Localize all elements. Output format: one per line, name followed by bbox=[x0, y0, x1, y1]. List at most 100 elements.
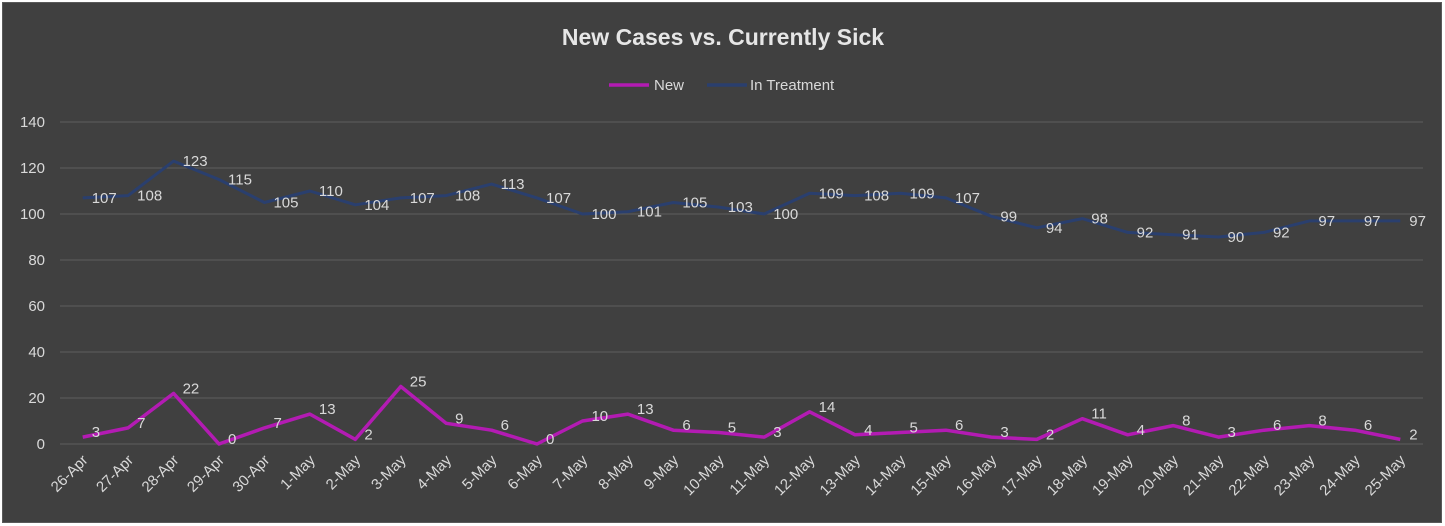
data-label: 3 bbox=[1228, 424, 1236, 441]
data-label: 4 bbox=[864, 422, 872, 439]
x-tick-label: 20-May bbox=[1135, 451, 1183, 499]
data-label: 108 bbox=[137, 188, 162, 205]
x-tick-label: 9-May bbox=[641, 451, 683, 493]
data-label: 9 bbox=[455, 410, 463, 427]
x-tick-label: 2-May bbox=[323, 451, 365, 493]
data-label: 0 bbox=[546, 431, 554, 448]
data-label: 92 bbox=[1137, 224, 1154, 241]
data-label: 5 bbox=[728, 420, 736, 437]
x-tick-label: 23-May bbox=[1271, 451, 1319, 499]
data-label: 14 bbox=[819, 399, 836, 416]
x-tick-label: 25-May bbox=[1362, 451, 1410, 499]
data-label: 109 bbox=[910, 185, 935, 202]
x-tick-label: 5-May bbox=[459, 451, 501, 493]
x-tick-label: 18-May bbox=[1044, 451, 1092, 499]
data-label: 90 bbox=[1228, 229, 1245, 246]
x-tick-label: 19-May bbox=[1089, 451, 1137, 499]
y-tick-label: 120 bbox=[20, 160, 45, 177]
data-label: 100 bbox=[773, 206, 798, 223]
x-tick-label: 6-May bbox=[504, 451, 546, 493]
data-label: 6 bbox=[501, 417, 509, 434]
data-label: 97 bbox=[1318, 213, 1335, 230]
data-label: 108 bbox=[864, 188, 889, 205]
legend-entry: New bbox=[654, 77, 684, 94]
gridlines bbox=[60, 121, 1423, 445]
data-label: 94 bbox=[1046, 220, 1063, 237]
x-tick-label: 12-May bbox=[771, 451, 819, 499]
data-label: 104 bbox=[364, 197, 389, 214]
x-tick-label: 4-May bbox=[414, 451, 456, 493]
data-label: 2 bbox=[364, 426, 372, 443]
data-label: 2 bbox=[1046, 426, 1054, 443]
x-tick-label: 26-Apr bbox=[48, 452, 92, 496]
data-label: 25 bbox=[410, 374, 427, 391]
series-lines bbox=[82, 159, 1401, 446]
x-tick-label: 29-Apr bbox=[184, 452, 228, 496]
data-label: 99 bbox=[1000, 208, 1017, 225]
y-tick-label: 100 bbox=[20, 206, 45, 223]
x-tick-label: 3-May bbox=[368, 451, 410, 493]
data-label: 8 bbox=[1182, 413, 1190, 430]
data-label: 107 bbox=[955, 190, 980, 207]
data-label: 3 bbox=[773, 424, 781, 441]
x-tick-label: 24-May bbox=[1316, 451, 1364, 499]
data-label: 3 bbox=[92, 424, 100, 441]
legend-entry: In Treatment bbox=[750, 77, 835, 94]
x-tick-label: 1-May bbox=[277, 451, 319, 493]
data-label: 6 bbox=[682, 417, 690, 434]
y-tick-label: 80 bbox=[28, 252, 45, 269]
data-label: 91 bbox=[1182, 227, 1199, 244]
data-label: 107 bbox=[92, 190, 117, 207]
line-chart: New Cases vs. Currently Sick New In Treat… bbox=[20, 24, 1426, 499]
data-label: 107 bbox=[410, 190, 435, 207]
data-label: 7 bbox=[273, 415, 281, 432]
chart-title: New Cases vs. Currently Sick bbox=[562, 24, 884, 50]
data-label: 6 bbox=[1364, 417, 1372, 434]
x-tick-label: 28-Apr bbox=[139, 452, 183, 496]
y-tick-label: 40 bbox=[28, 344, 45, 361]
data-label: 3 bbox=[1000, 424, 1008, 441]
data-label: 13 bbox=[319, 401, 336, 418]
series-line bbox=[82, 384, 1401, 446]
y-tick-label: 140 bbox=[20, 114, 45, 131]
data-labels: 3 7 22 0 7 13 2 25 9 6 0 10 13 6 5 3 14 4 5 6 3 2 11 4 8 3 6 8 6 2 107… bbox=[92, 153, 1426, 448]
data-label: 103 bbox=[728, 199, 753, 216]
data-label: 6 bbox=[1273, 417, 1281, 434]
data-label: 115 bbox=[228, 172, 252, 189]
x-tick-label: 27-Apr bbox=[93, 452, 137, 496]
data-label: 105 bbox=[682, 195, 707, 212]
data-label: 92 bbox=[1273, 224, 1290, 241]
x-tick-label: 17-May bbox=[998, 451, 1046, 499]
data-label: 100 bbox=[591, 206, 616, 223]
data-label: 6 bbox=[955, 417, 963, 434]
data-label: 11 bbox=[1091, 406, 1107, 423]
x-axis: 26-Apr 27-Apr 28-Apr 29-Apr 30-Apr 1-May 2-May… bbox=[48, 451, 1410, 499]
data-label: 105 bbox=[273, 195, 298, 212]
x-tick-label: 7-May bbox=[550, 451, 592, 493]
data-label: 98 bbox=[1091, 211, 1108, 228]
data-label: 13 bbox=[637, 401, 654, 418]
data-label: 7 bbox=[137, 415, 145, 432]
legend: New In Treatment bbox=[609, 77, 835, 94]
x-tick-label: 14-May bbox=[862, 451, 910, 499]
data-label: 123 bbox=[183, 153, 208, 170]
data-label: 4 bbox=[1137, 422, 1145, 439]
x-tick-label: 21-May bbox=[1180, 451, 1228, 499]
y-tick-label: 60 bbox=[28, 298, 45, 315]
x-tick-label: 11-May bbox=[726, 451, 773, 498]
data-label: 110 bbox=[319, 183, 343, 200]
x-tick-label: 22-May bbox=[1225, 451, 1273, 499]
data-label: 107 bbox=[546, 190, 571, 207]
data-label: 0 bbox=[228, 431, 236, 448]
x-tick-label: 10-May bbox=[680, 451, 728, 499]
series-line bbox=[82, 159, 1401, 239]
x-tick-label: 16-May bbox=[953, 451, 1001, 499]
data-label: 97 bbox=[1364, 213, 1381, 230]
data-label: 101 bbox=[637, 204, 662, 221]
data-label: 10 bbox=[591, 408, 608, 425]
data-label: 109 bbox=[819, 185, 844, 202]
x-tick-label: 8-May bbox=[595, 451, 637, 493]
x-tick-label: 30-Apr bbox=[229, 452, 273, 496]
data-label: 97 bbox=[1409, 213, 1426, 230]
